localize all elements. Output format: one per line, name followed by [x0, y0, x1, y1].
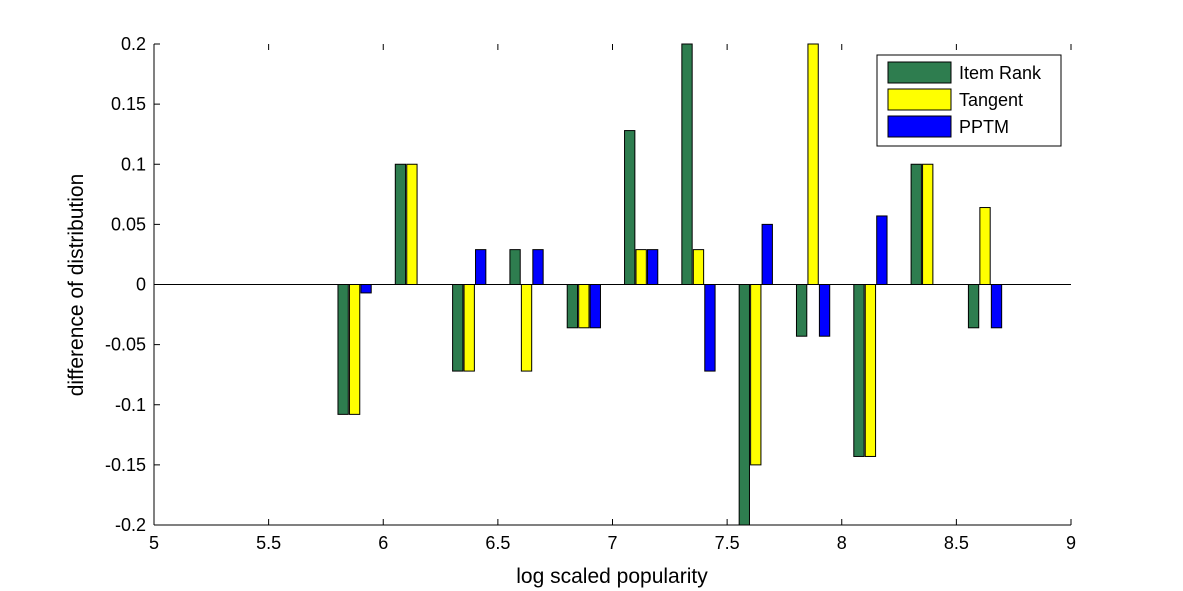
bar-pptm-7: [761, 223, 773, 286]
x-tick-label: 5: [149, 533, 159, 553]
bar-pptm-9: [876, 215, 888, 286]
legend-label-tangent: Tangent: [959, 90, 1023, 110]
y-ticks-group: -0.2 -0.15 -0.1 -0.05 0 0.05 0.1 0.15 0.2: [105, 34, 160, 535]
legend-label-item-rank: Item Rank: [959, 63, 1042, 83]
y-axis-label: difference of distribution: [65, 174, 88, 397]
x-tick-label: 8: [837, 533, 847, 553]
x-tick-label: 9: [1066, 533, 1076, 553]
bar-tangent-5: [635, 249, 647, 286]
bar-item-rank-5: [624, 130, 636, 285]
bar-item-rank-4: [566, 284, 579, 329]
bar-tangent-4: [578, 284, 590, 329]
bar-tangent-10: [922, 163, 934, 285]
bar-tangent-0: [348, 284, 361, 415]
bar-item-rank-7: [738, 284, 750, 526]
x-ticks-group: 5 5.5 6 6.5 7 7.5 8 8.5 9: [149, 44, 1076, 553]
bar-item-rank-0: [337, 284, 349, 415]
bar-item-rank-10: [910, 163, 922, 285]
bar-pptm-8: [818, 284, 831, 337]
legend-swatch-tangent: [887, 88, 952, 111]
bar-pptm-6: [704, 284, 716, 372]
bar-tangent-2: [463, 284, 475, 372]
legend: Item Rank Tangent PPTM: [876, 54, 1062, 147]
y-tick-label: -0.05: [105, 335, 146, 355]
bar-item-rank-6: [681, 43, 693, 285]
bar-item-rank-1: [394, 163, 407, 285]
bar-tangent-11: [979, 207, 991, 285]
bar-pptm-11: [990, 284, 1003, 329]
y-tick-label: -0.2: [115, 515, 146, 535]
x-tick-label: 7.5: [715, 533, 740, 553]
bar-pptm-0: [360, 284, 372, 294]
x-tick-label: 8.5: [944, 533, 969, 553]
bar-tangent-8: [807, 43, 819, 285]
bar-pptm-5: [646, 249, 659, 286]
bar-item-rank-2: [452, 284, 464, 372]
x-axis-label: log scaled popularity: [516, 565, 708, 588]
y-tick-label: 0: [136, 275, 146, 295]
bar-item-rank-8: [795, 284, 808, 337]
y-tick-label: 0.2: [121, 34, 146, 54]
y-tick-label: -0.1: [115, 395, 146, 415]
x-tick-label: 6.5: [485, 533, 510, 553]
legend-swatch-pptm: [887, 115, 952, 138]
bar-tangent-1: [406, 163, 418, 285]
legend-swatch-item-rank: [887, 61, 952, 84]
bar-tangent-7: [750, 284, 762, 466]
bar-tangent-6: [692, 249, 705, 286]
y-tick-label: 0.1: [121, 154, 146, 174]
x-tick-label: 5.5: [256, 533, 281, 553]
y-tick-label: 0.05: [111, 214, 146, 234]
bar-pptm-2: [475, 249, 487, 286]
bar-item-rank-3: [509, 249, 521, 286]
x-tick-label: 7: [607, 533, 617, 553]
bar-pptm-4: [589, 284, 601, 329]
bar-item-rank-11: [967, 284, 980, 329]
y-tick-label: -0.15: [105, 455, 146, 475]
x-tick-label: 6: [378, 533, 388, 553]
bar-pptm-3: [532, 249, 544, 286]
legend-label-pptm: PPTM: [959, 117, 1009, 137]
bar-tangent-3: [520, 284, 533, 372]
bar-tangent-9: [864, 284, 877, 457]
bar-item-rank-9: [853, 284, 865, 457]
y-tick-label: 0.15: [111, 94, 146, 114]
